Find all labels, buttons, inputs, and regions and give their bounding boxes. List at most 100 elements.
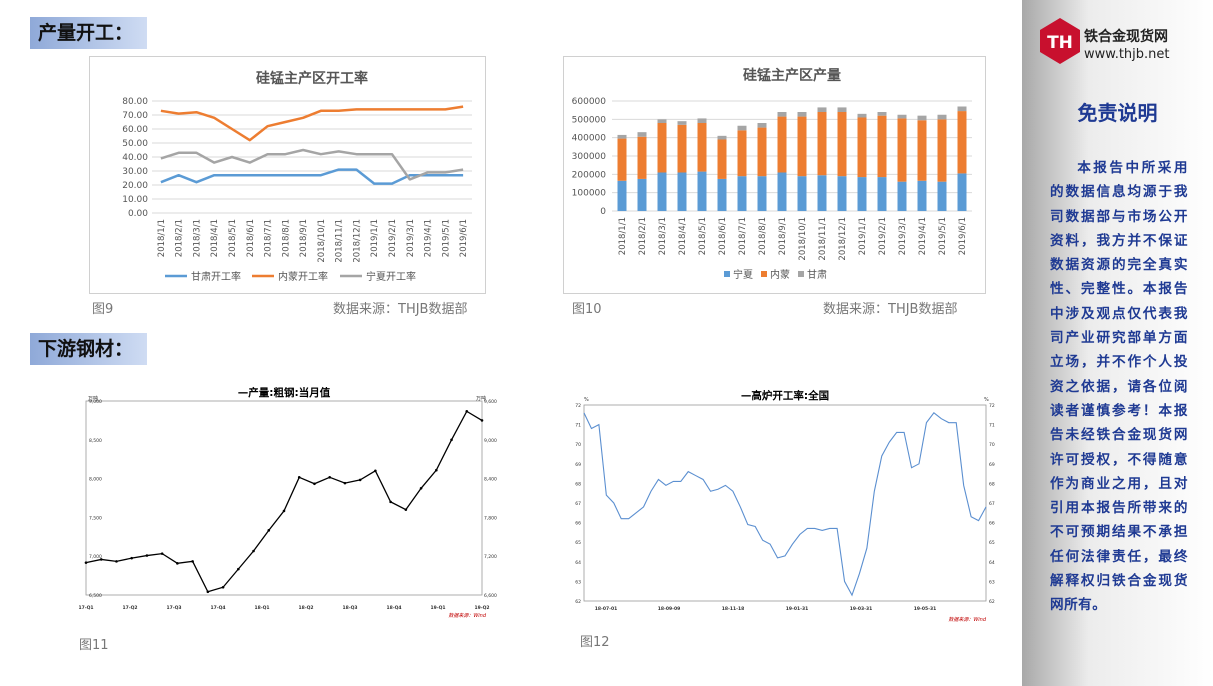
fig9-y-tick: 80.00 xyxy=(122,97,148,107)
fig10-bar-0 xyxy=(857,177,867,211)
fig11-point xyxy=(282,509,286,513)
fig10-x-tick: 2019/3/1 xyxy=(898,217,908,255)
fig9-x-tick: 2018/8/1 xyxy=(281,219,291,257)
fig11-point xyxy=(419,487,423,490)
fig11-x-tick: 18-Q4 xyxy=(386,605,401,611)
fig10-y-tick: 300000 xyxy=(572,152,607,162)
fig10-bar-0 xyxy=(797,176,807,211)
fig9-x-tick: 2019/5/1 xyxy=(441,219,451,257)
fig10-x-tick: 2019/2/1 xyxy=(878,217,888,255)
fig11-point xyxy=(374,469,377,473)
section-production-label: 产量开工： xyxy=(30,17,148,49)
fig12-y-left-unit: % xyxy=(584,397,589,403)
fig12-x-tick: 19-03-31 xyxy=(850,606,873,612)
fig10-legend-label: 甘肃 xyxy=(807,268,827,281)
fig12-x-tick: 18-07-01 xyxy=(595,606,618,612)
fig10-legend-label: 宁夏 xyxy=(733,268,753,281)
fig9-x-tick: 2018/9/1 xyxy=(299,219,309,257)
fig10-bar-1 xyxy=(617,138,627,181)
fig11-y-left-tick: 7,000 xyxy=(89,554,102,560)
fig10-bar-0 xyxy=(837,176,847,211)
fig11-x-tick: 17-Q4 xyxy=(210,605,225,611)
fig11-point xyxy=(145,554,149,557)
fig10-bar-1 xyxy=(737,130,747,177)
fig12-x-tick: 19-01-31 xyxy=(786,606,809,612)
fig12-y-right-tick: 69 xyxy=(989,462,995,468)
disclaimer-sidebar: TH 铁合金现货网 www.thjb.net 免责说明 本报告中所采用的数据信息… xyxy=(1022,0,1213,686)
fig12-y-right-tick: 63 xyxy=(989,579,995,585)
fig11-point xyxy=(343,481,347,485)
fig11-point xyxy=(160,552,164,555)
fig10-x-tick: 2019/1/1 xyxy=(858,217,868,255)
fig9-label: 图9 xyxy=(92,302,114,317)
fig12-y-left-tick: 71 xyxy=(575,423,581,429)
fig10-x-tick: 2018/10/1 xyxy=(798,217,808,261)
fig9-y-tick: 30.00 xyxy=(122,167,148,177)
fig11-x-tick: 18-Q3 xyxy=(342,605,357,611)
fig10-bar-1 xyxy=(697,123,707,172)
fig12-y-left-tick: 72 xyxy=(575,403,581,409)
fig9-x-tick: 2018/12/1 xyxy=(352,219,362,263)
fig10-bar-0 xyxy=(737,176,747,211)
fig12-chart-frame: —高炉开工率:全国%% 62 63 64 65 66 67 68 69 70 71 72 62 63 64 6… xyxy=(570,385,1000,625)
fig11-point xyxy=(358,478,362,482)
fig11-x-tick: 18-Q2 xyxy=(298,605,313,611)
fig9-x-tick: 2019/6/1 xyxy=(459,219,469,257)
fig9-chart-frame: 硅锰主产区开工率 0.00 10.00 20.00 30.00 40.00 50.00 60.… xyxy=(89,56,486,294)
fig12-y-left-tick: 69 xyxy=(575,462,581,468)
fig12-y-left-tick: 64 xyxy=(575,560,581,566)
fig11-point xyxy=(480,419,484,422)
fig11-point xyxy=(267,529,271,532)
fig10-bar-2 xyxy=(657,119,667,123)
fig10-bar-1 xyxy=(837,112,847,177)
fig10-bar-1 xyxy=(777,116,787,173)
fig12-y-right-tick: 68 xyxy=(989,481,995,487)
fig10-chart-frame: 硅锰主产区产量 0 100000 200000 300000 400000 500000 60… xyxy=(563,56,986,294)
fig9-legend-label: 宁夏开工率 xyxy=(366,270,416,283)
fig11-point xyxy=(404,508,408,511)
fig10-x-tick: 2018/2/1 xyxy=(638,217,648,255)
fig11-title: —产量:粗钢:当月值 xyxy=(238,386,331,399)
fig9-y-tick: 60.00 xyxy=(122,125,148,135)
fig9-x-tick: 2018/2/1 xyxy=(175,219,185,257)
fig10-title: 硅锰主产区产量 xyxy=(743,67,841,84)
fig11-x-tick: 17-Q3 xyxy=(166,605,181,611)
fig9-chart: 硅锰主产区开工率 0.00 10.00 20.00 30.00 40.00 50.00 60.… xyxy=(122,70,472,283)
fig10-bar-1 xyxy=(937,119,947,182)
fig10-x-tick: 2018/4/1 xyxy=(678,217,688,255)
fig10-bar-2 xyxy=(877,112,887,116)
fig12-y-left-tick: 67 xyxy=(575,501,581,507)
fig11-point xyxy=(191,560,194,563)
fig10-bar-1 xyxy=(757,127,767,177)
fig12-label: 图12 xyxy=(580,635,610,650)
fig11-plot-frame xyxy=(85,400,483,596)
fig11-point xyxy=(206,590,210,594)
fig11-point xyxy=(435,468,438,472)
fig12-y-left-tick: 63 xyxy=(575,579,581,585)
fig9-legend-label: 甘肃开工率 xyxy=(191,270,241,283)
fig11-point xyxy=(130,556,133,560)
fig12-series-line xyxy=(583,412,987,597)
fig11-point xyxy=(389,500,392,504)
disclaimer-body: 本报告中所采用的数据信息均源于我司数据部与市场公开资料，我方并不保证数据资源的完… xyxy=(1050,160,1188,614)
fig10-x-tick: 2019/5/1 xyxy=(938,217,948,255)
fig10-y-tick: 200000 xyxy=(572,170,607,180)
fig11-y-right-tick: 9,000 xyxy=(484,438,497,444)
fig9-x-tick: 2019/2/1 xyxy=(388,219,398,257)
fig10-bar-0 xyxy=(917,180,927,211)
fig11-chart-frame: —产量:粗钢:当月值 万吨 万吨 6,500 7,000 7,500 8,000 8,500 9… xyxy=(78,383,498,623)
fig11-y-right-tick: 8,400 xyxy=(484,477,497,483)
fig11-point xyxy=(115,560,118,563)
fig10-x-tick: 2018/7/1 xyxy=(738,217,748,255)
fig9-series-line-1 xyxy=(160,105,464,142)
fig10-bar-0 xyxy=(677,172,687,211)
fig11-y-left-unit: 万吨 xyxy=(88,395,98,402)
fig11-point xyxy=(84,561,88,564)
fig12-y-right-tick: 71 xyxy=(989,423,995,429)
fig10-bar-0 xyxy=(617,180,627,211)
fig9-x-tick: 2018/3/1 xyxy=(192,219,202,257)
fig9-x-tick: 2019/1/1 xyxy=(370,219,380,257)
fig10-x-tick: 2018/3/1 xyxy=(658,217,668,255)
fig9-x-tick: 2018/11/1 xyxy=(335,219,345,263)
